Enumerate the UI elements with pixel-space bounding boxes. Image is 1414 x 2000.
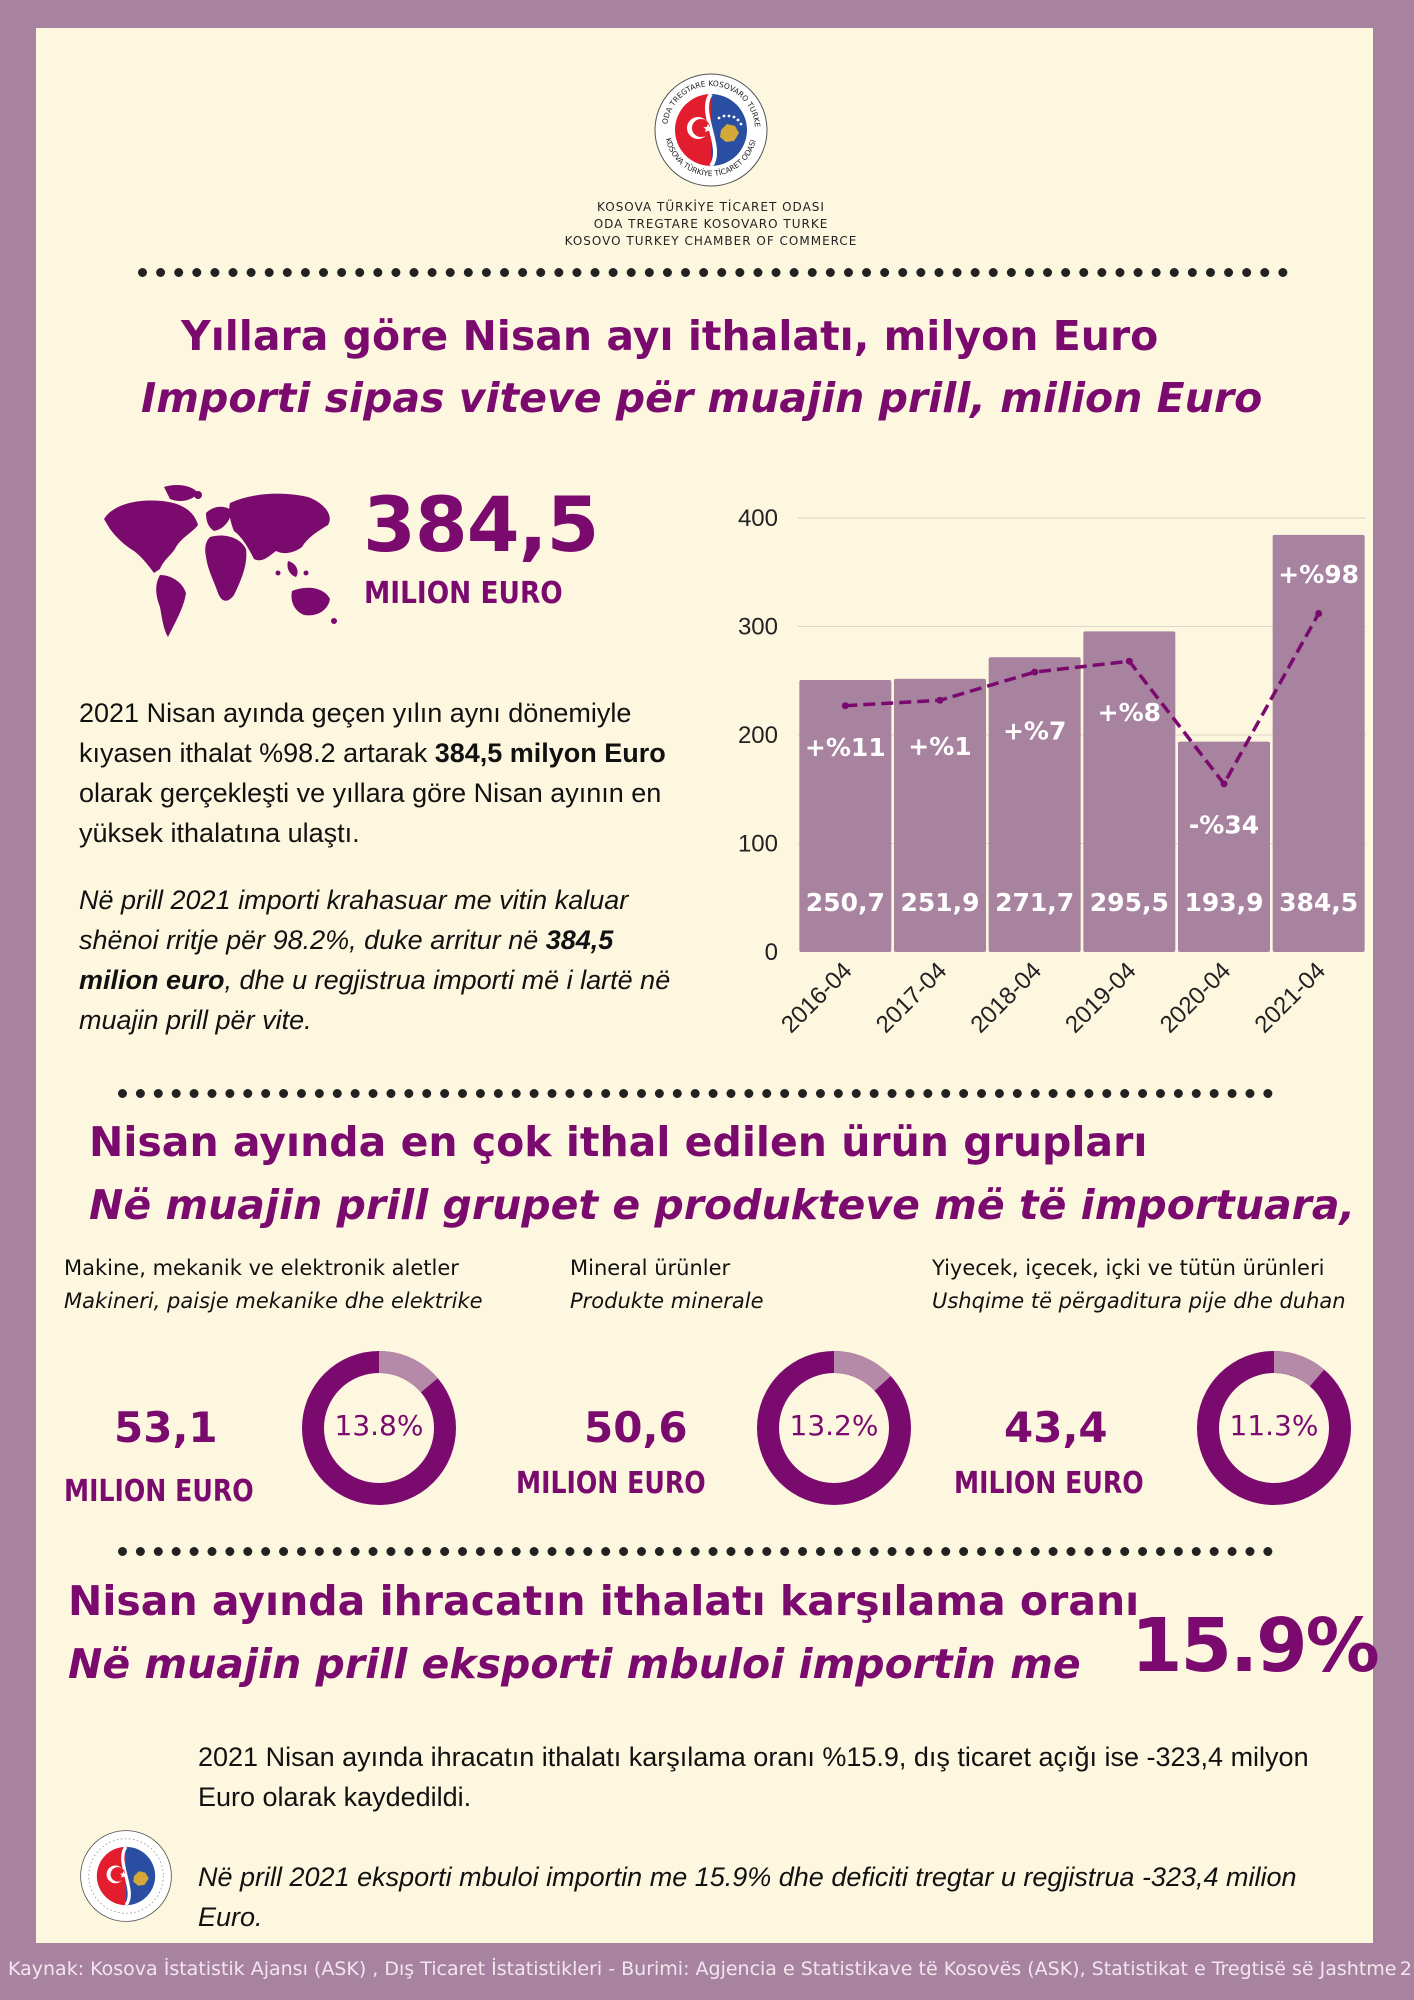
trend-point [1125, 657, 1133, 665]
product-group-3-value: 43,4 [1004, 1403, 1108, 1452]
product-group-1-donut: 13.8% [296, 1345, 462, 1511]
source-text: Kaynak: Kosova İstatistik Ajansı (ASK) ,… [8, 1958, 1397, 1980]
bar [1083, 631, 1176, 952]
y-tick-label: 300 [738, 614, 778, 641]
coverage-desc-tr: 2021 Nisan ayında ihracatın ithalatı kar… [198, 1742, 1309, 1812]
y-tick-label: 100 [738, 831, 778, 858]
product-group-1-value: 53,1 [114, 1403, 218, 1452]
section3-title-tr: Nisan ayında ihracatın ithalatı karşılam… [68, 1577, 1140, 1625]
x-tick-label: 2016-04 [776, 957, 857, 1038]
bar-growth-label: -%34 [1189, 811, 1259, 840]
page: ODA TREGTARE KOSOVARO TURKE KOSOVA TÜRKİ… [36, 28, 1380, 1943]
product-group-3-share: 11.3% [1229, 1409, 1319, 1442]
product-group-1-share: 13.8% [334, 1409, 424, 1442]
x-tick-label: 2020-04 [1155, 957, 1236, 1038]
divider [118, 1547, 1273, 1556]
bar [988, 657, 1081, 952]
bar [894, 678, 986, 952]
coverage-desc-al: Në prill 2021 eksporti mbuloi importin m… [198, 1862, 1297, 1932]
bar [1178, 741, 1270, 952]
product-group-2-value: 50,6 [584, 1403, 688, 1452]
chamber-logo-small [79, 1829, 173, 1923]
donut-share-arc [302, 1351, 456, 1505]
product-group-3-name: Yiyecek, içecek, içki ve tütün ürünleri … [932, 1256, 1346, 1313]
org-name-al: ODA TREGTARE KOSOVARO TURKE [593, 217, 829, 231]
section3-title-al: Në muajin prill eksporti mbuloi importin… [68, 1640, 1081, 1688]
y-tick-label: 200 [738, 722, 778, 749]
divider [118, 1089, 1273, 1098]
page-number: 2 [1399, 1958, 1412, 1980]
trend-line [845, 612, 1321, 787]
world-map-icon [102, 481, 340, 641]
bar [799, 679, 892, 952]
y-tick-label: 0 [765, 939, 778, 966]
product-group-3-donut: 11.3% [1191, 1345, 1357, 1511]
trend-point [1220, 780, 1228, 788]
section1-title-al: Importi sipas viteve për muajin prill, m… [141, 374, 1263, 422]
section2-title-tr: Nisan ayında en çok ithal edilen ürün gr… [89, 1118, 1148, 1166]
import-total-unit: MILION EURO [364, 576, 563, 611]
divider [138, 268, 1288, 277]
bar-growth-label: +%98 [1278, 560, 1359, 589]
trend-point [841, 702, 849, 710]
bar-growth-label: +%1 [908, 732, 971, 761]
x-tick-label: 2017-04 [871, 957, 952, 1038]
y-tick-label: 400 [738, 505, 778, 532]
org-name-en: KOSOVO TURKEY CHAMBER OF COMMERCE [564, 234, 858, 248]
bar-growth-label: +%7 [1003, 717, 1066, 746]
import-desc-al: Në prill 2021 importi krahasuar me vitin… [79, 885, 671, 1035]
product-group-2-unit: MILION EURO [516, 1466, 706, 1501]
import-total-value: 384,5 [363, 480, 599, 569]
trend-point [1315, 609, 1323, 617]
bar [1272, 534, 1365, 952]
donut-share-arc [757, 1351, 911, 1505]
x-tick-label: 2019-04 [1060, 957, 1141, 1038]
chamber-logo: ODA TREGTARE KOSOVARO TURKE KOSOVA TÜRKİ… [653, 72, 769, 188]
import-desc-tr: 2021 Nisan ayında geçen yılın aynı dönem… [79, 698, 666, 848]
product-group-2-share: 13.2% [789, 1409, 879, 1442]
bar-growth-label: +%11 [805, 733, 886, 762]
product-group-2-donut: 13.2% [751, 1345, 917, 1511]
bar-growth-label: +%8 [1098, 698, 1161, 727]
trend-point [936, 696, 944, 704]
donut-share-arc [1197, 1351, 1351, 1505]
product-group-2-name: Mineral ürünler Produkte minerale [570, 1256, 764, 1313]
trend-point [1031, 668, 1039, 676]
import-bar-chart: 0 100 200 300 400 250,7 +%11 2016-04 251,9 +%1 201… [738, 505, 1366, 1039]
bar-value-label: 193,9 [1184, 888, 1263, 917]
bar-value-label: 384,5 [1279, 888, 1358, 917]
bar-value-label: 250,7 [806, 888, 885, 917]
section2-title-al: Në muajin prill grupet e produkteve më t… [89, 1181, 1356, 1229]
product-group-1-unit: MILION EURO [64, 1474, 254, 1509]
product-group-3-unit: MILION EURO [954, 1466, 1144, 1501]
bar-value-label: 295,5 [1090, 888, 1169, 917]
bar-value-label: 251,9 [900, 888, 979, 917]
org-name-tr: KOSOVA TÜRKİYE TİCARET ODASI [597, 200, 825, 214]
bar-value-label: 271,7 [995, 888, 1074, 917]
section1-title-tr: Yıllara göre Nisan ayı ithalatı, milyon … [181, 312, 1159, 360]
coverage-ratio: 15.9% [1131, 1603, 1380, 1689]
x-tick-label: 2021-04 [1250, 957, 1331, 1038]
x-tick-label: 2018-04 [966, 957, 1047, 1038]
product-group-1-name: Makine, mekanik ve elektronik aletler Ma… [64, 1256, 483, 1313]
